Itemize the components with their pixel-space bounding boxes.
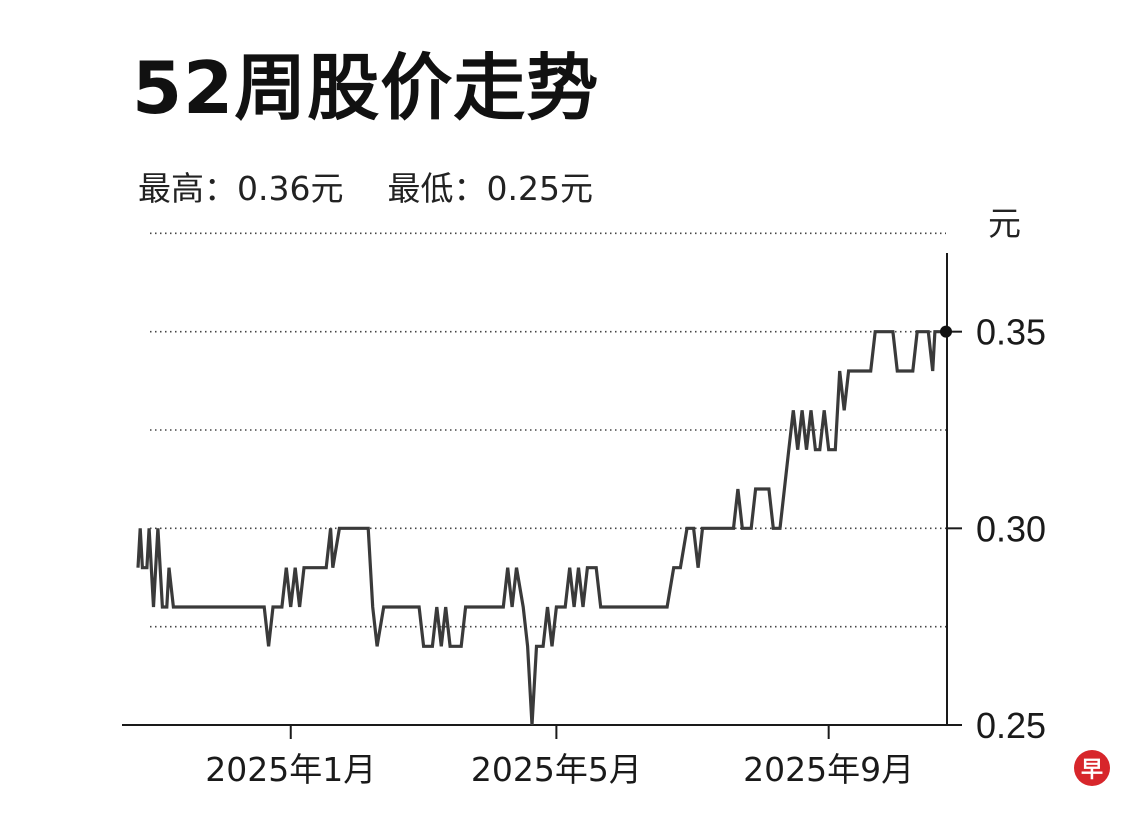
x-tick-label: 2025年5月 bbox=[471, 750, 642, 789]
y-axis-unit-label: 元 bbox=[988, 204, 1021, 243]
chart-title: 52周股价走势 bbox=[132, 46, 600, 130]
zaobao-logo-icon: 早 bbox=[1074, 750, 1110, 786]
x-tick-label: 2025年1月 bbox=[205, 750, 376, 789]
y-tick-label: 0.25 bbox=[976, 705, 1046, 746]
y-tick-label: 0.30 bbox=[976, 508, 1046, 549]
price-line bbox=[136, 330, 946, 726]
price-series bbox=[136, 325, 952, 726]
y-tick-labels: 0.25 0.30 0.35 bbox=[947, 312, 1046, 746]
latest-price-marker bbox=[940, 325, 952, 338]
x-tick-labels: 2025年1月 2025年5月 2025年9月 bbox=[205, 725, 914, 789]
price-stats: 最高：0.36元 最低：0.25元 bbox=[138, 172, 593, 205]
high-price-label: 最高：0.36元 bbox=[138, 169, 344, 208]
x-tick-label: 2025年9月 bbox=[743, 750, 914, 789]
y-tick-label: 0.35 bbox=[976, 312, 1046, 353]
low-price-label: 最低：0.25元 bbox=[387, 169, 593, 208]
